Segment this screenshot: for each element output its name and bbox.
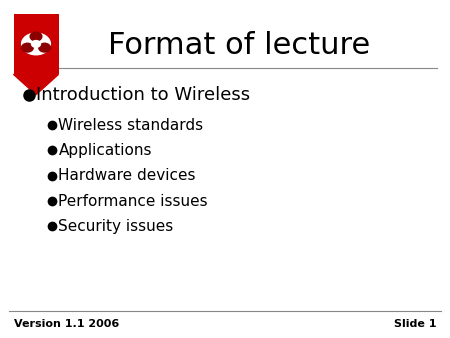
Circle shape <box>22 33 50 55</box>
Text: Slide 1: Slide 1 <box>394 319 436 330</box>
Text: Hardware devices: Hardware devices <box>58 168 196 183</box>
Text: Version 1.1 2006: Version 1.1 2006 <box>14 319 119 330</box>
FancyBboxPatch shape <box>14 14 58 74</box>
Text: Applications: Applications <box>58 143 152 158</box>
Text: Security issues: Security issues <box>58 219 174 234</box>
Text: Introduction to Wireless: Introduction to Wireless <box>36 86 250 104</box>
Circle shape <box>39 43 50 52</box>
Circle shape <box>30 32 42 41</box>
Polygon shape <box>14 74 58 95</box>
Circle shape <box>22 43 33 52</box>
Circle shape <box>32 41 40 47</box>
Text: Performance issues: Performance issues <box>58 194 208 209</box>
Text: Format of lecture: Format of lecture <box>108 31 370 60</box>
Text: Wireless standards: Wireless standards <box>58 118 203 132</box>
